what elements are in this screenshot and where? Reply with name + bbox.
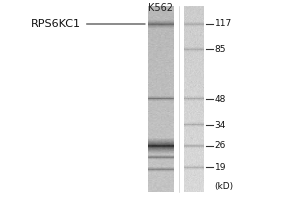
Text: 19: 19	[214, 162, 226, 171]
Text: 34: 34	[214, 120, 226, 130]
Text: 117: 117	[214, 20, 232, 28]
Text: 85: 85	[214, 45, 226, 53]
Text: (kD): (kD)	[214, 182, 234, 192]
Text: K562: K562	[148, 3, 173, 13]
Text: RPS6KC1: RPS6KC1	[31, 19, 145, 29]
Text: 48: 48	[214, 95, 226, 104]
Text: 26: 26	[214, 142, 226, 150]
